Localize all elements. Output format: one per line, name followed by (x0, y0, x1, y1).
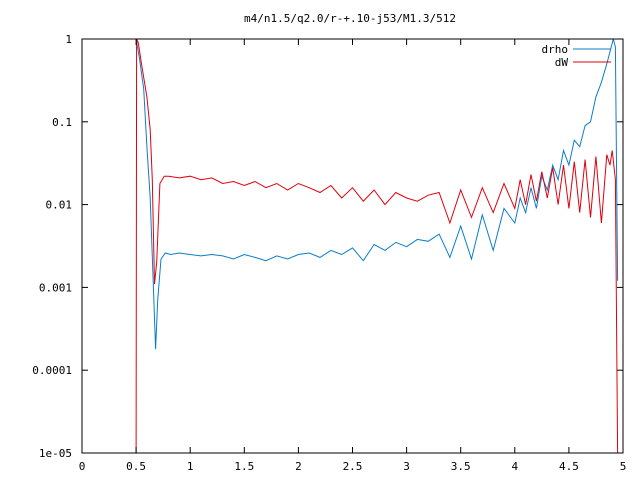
x-tick-label: 3.5 (451, 460, 471, 473)
x-tick-label: 1.5 (234, 460, 254, 473)
y-tick-label: 0.0001 (32, 364, 72, 377)
y-tick-label: 0.1 (52, 116, 72, 129)
x-tick-label: 3 (403, 460, 410, 473)
y-tick-label: 1e-05 (39, 447, 72, 460)
x-tick-label: 2.5 (343, 460, 363, 473)
x-tick-label: 4.5 (559, 460, 579, 473)
x-tick-label: 4 (511, 460, 518, 473)
series-line-drho (135, 39, 619, 350)
x-tick-label: 5 (620, 460, 627, 473)
x-tick-label: 0.5 (126, 460, 146, 473)
x-tick-label: 0 (79, 460, 86, 473)
plot-frame (81, 38, 624, 454)
x-tick-label: 1 (187, 460, 194, 473)
legend-label-dW: dW (555, 56, 569, 69)
chart-title: m4/n1.5/q2.0/r-+.10-j53/M1.3/512 (244, 12, 456, 25)
y-tick-label: 0.01 (46, 199, 73, 212)
legend-label-drho: drho (542, 43, 569, 56)
series-layer (135, 39, 619, 453)
series-line-dW (135, 39, 619, 453)
ticks-layer: 0 0.5 1 1.5 2 2.5 3 3.5 4 4.5 5 1 0.1 0.01 0.001 0.0001… (32, 33, 626, 473)
x-tick-label: 2 (295, 460, 302, 473)
y-tick-label: 0.001 (39, 281, 72, 294)
y-tick-label: 1 (65, 33, 72, 46)
